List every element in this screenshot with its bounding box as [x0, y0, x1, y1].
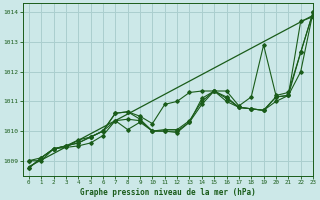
X-axis label: Graphe pression niveau de la mer (hPa): Graphe pression niveau de la mer (hPa) [80, 188, 256, 197]
